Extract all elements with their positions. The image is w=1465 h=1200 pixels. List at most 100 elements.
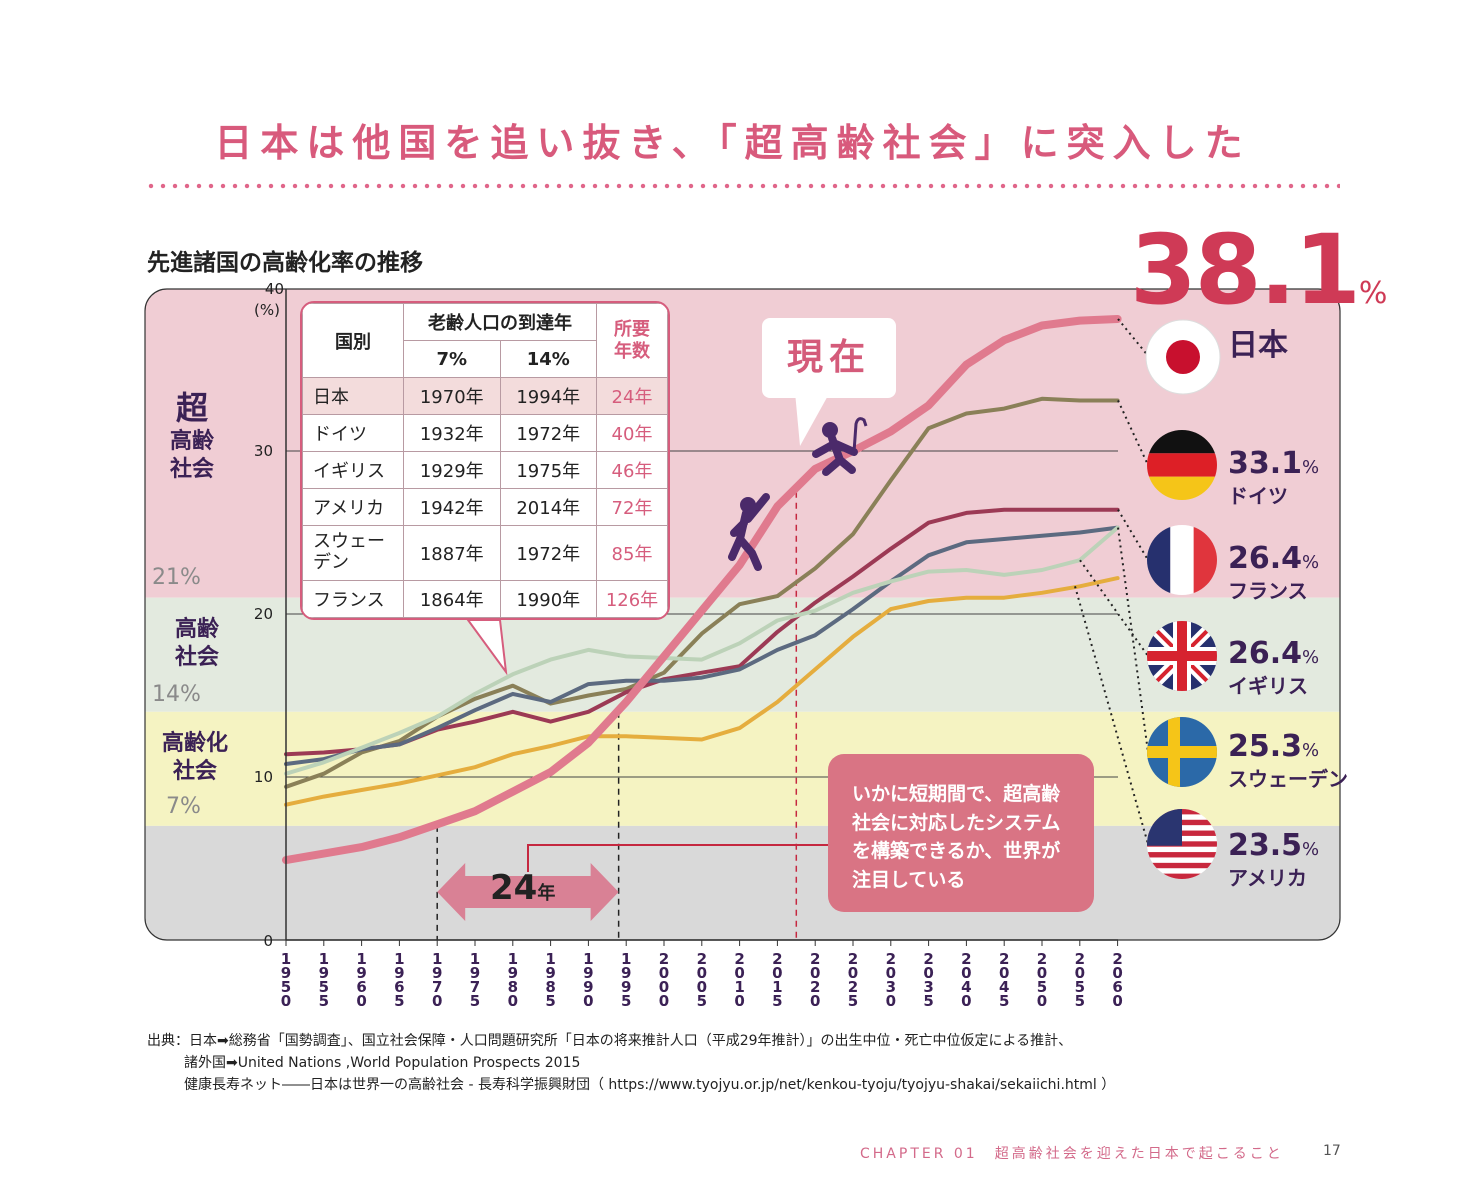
table-head-year: 老齢人口の到達年	[403, 303, 597, 341]
dotted-divider	[145, 183, 1340, 189]
band-label-super-aged: 超 高齢 社会	[170, 389, 215, 482]
band-pct-7: 7%	[166, 794, 201, 819]
leader-line	[1117, 527, 1149, 753]
table-cell-span: 40年	[596, 414, 668, 452]
series-line-0	[282, 315, 1122, 865]
france-name: フランス	[1228, 578, 1308, 603]
table-row: スウェー デン 1887年 1972年 85年	[302, 525, 668, 581]
table-cell-y14: 2014年	[499, 488, 597, 526]
table-cell-span: 126年	[596, 580, 668, 618]
series-line-4	[284, 525, 1120, 776]
x-tick-label: 2010	[734, 952, 745, 1010]
uk-value: 26.4	[1228, 636, 1303, 671]
germany-name: ドイツ	[1228, 483, 1288, 508]
chapter-footer: CHAPTER 01 超高齢社会を迎えた日本で起こること	[860, 1146, 1284, 1162]
sweden-name: スウェーデン	[1228, 766, 1348, 791]
table-cell-y14: 1990年	[499, 580, 597, 618]
sweden-flag-icon	[1147, 717, 1217, 787]
gap-unit: 年	[537, 883, 556, 904]
uk-name: イギリス	[1228, 673, 1308, 698]
x-tick-label: 2040	[961, 952, 972, 1010]
x-tick-label: 1980	[507, 952, 519, 1010]
table-cell-y7: 1929年	[403, 451, 501, 489]
band-pct-14: 14%	[152, 682, 201, 707]
japan-flag-sun	[1166, 340, 1200, 374]
series-line-5	[284, 576, 1120, 807]
table-cell-span: 24年	[596, 377, 668, 415]
usa-value: 23.5	[1228, 828, 1303, 863]
france-value: 26.4	[1228, 541, 1303, 576]
note-connector	[527, 844, 828, 872]
x-tick-label: 2055	[1074, 952, 1086, 1010]
table-cell-country: フランス	[302, 580, 404, 618]
gap-double-arrow	[437, 863, 619, 921]
note-box: いかに短期間で、超高齢社会に対応したシステムを構築できるか、世界が注目している	[828, 754, 1094, 912]
plot-frame	[144, 288, 1341, 941]
x-tick-label: 1995	[620, 952, 632, 1010]
band-label-super-char: 超	[176, 389, 209, 427]
now-callout: 現在	[762, 318, 896, 398]
table-cell-y14: 1972年	[499, 414, 597, 452]
chart-heading: 先進諸国の高齢化率の推移	[147, 250, 423, 276]
source-line-3: 健康長寿ネット――日本は世界一の高齢社会 - 長寿科学振興財団（ https:/…	[184, 1077, 1116, 1093]
y-tick-0: 0	[263, 932, 273, 950]
table-cell-y7: 1932年	[403, 414, 501, 452]
x-tick-label: 2015	[772, 952, 783, 1010]
table-row: アメリカ 1942年 2014年 72年	[302, 488, 668, 526]
x-tick-label: 1985	[545, 952, 556, 1010]
table-head-span: 所要 年数	[596, 303, 668, 378]
x-tick-label: 1970	[431, 952, 443, 1010]
table-cell-span: 72年	[596, 488, 668, 526]
x-tick-label: 2000	[658, 952, 670, 1010]
table-cell-y7: 1942年	[403, 488, 501, 526]
y-axis-unit: (%)	[254, 301, 280, 319]
sweden-value: 25.3	[1228, 729, 1303, 764]
legend-sweden: 25.3% スウェーデン	[1228, 729, 1348, 791]
now-callout-tail	[795, 392, 830, 446]
band-2	[145, 711, 1340, 826]
japan-value: 38.1	[1130, 214, 1361, 326]
table-tail	[466, 619, 508, 676]
table-cell-y7: 1864年	[403, 580, 501, 618]
x-tick-label: 2025	[847, 952, 859, 1010]
japan-big-value: 38.1%	[1130, 222, 1387, 318]
x-tick-label: 1975	[469, 952, 481, 1010]
usa-name: アメリカ	[1228, 865, 1307, 890]
page-number: 17	[1323, 1143, 1341, 1159]
x-tick-label: 2060	[1112, 952, 1123, 1010]
legend-france: 26.4% フランス	[1228, 541, 1320, 603]
table-cell-country: スウェー デン	[302, 525, 404, 581]
table-cell-y14: 1972年	[499, 525, 597, 581]
x-tick-label: 2030	[885, 952, 897, 1010]
france-flag-icon	[1147, 525, 1217, 595]
table-cell-span: 85年	[596, 525, 668, 581]
legend-usa: 23.5% アメリカ	[1228, 828, 1320, 890]
table-cell-span: 46年	[596, 451, 668, 489]
x-tick-label: 2020	[809, 952, 821, 1010]
y-tick-10: 10	[253, 768, 273, 786]
legend-uk: 26.4% イギリス	[1228, 636, 1320, 698]
table-cell-country: アメリカ	[302, 488, 404, 526]
x-tick-label: 2050	[1036, 952, 1048, 1010]
y-tick-20: 20	[253, 605, 273, 623]
leader-line	[1079, 559, 1149, 657]
y-tick-40: 40	[264, 280, 284, 298]
table-cell-country: ドイツ	[302, 414, 404, 452]
band-label-aged: 高齢 社会	[175, 617, 220, 670]
cane-icon	[852, 417, 868, 453]
gap-number: 24	[490, 868, 538, 908]
table-row: イギリス 1929年 1975年 46年	[302, 451, 668, 489]
japan-name: 日本	[1228, 328, 1288, 363]
x-tick-label: 1990	[583, 952, 594, 1010]
germany-flag-icon	[1147, 430, 1217, 500]
leader-line	[1074, 586, 1149, 845]
uk-flag-icon	[1147, 621, 1217, 691]
table-cell-country: イギリス	[302, 451, 404, 489]
x-tick-label: 2005	[696, 952, 708, 1010]
leader-line	[1117, 318, 1150, 358]
table-cell-y7: 1887年	[403, 525, 501, 581]
arrival-year-table: 国別 老齢人口の到達年 所要 年数 7% 14% 日本 1970年 1994年 …	[300, 301, 670, 620]
table-cell-country: 日本	[302, 377, 404, 415]
band-label-aging: 高齢化 社会	[162, 731, 229, 784]
